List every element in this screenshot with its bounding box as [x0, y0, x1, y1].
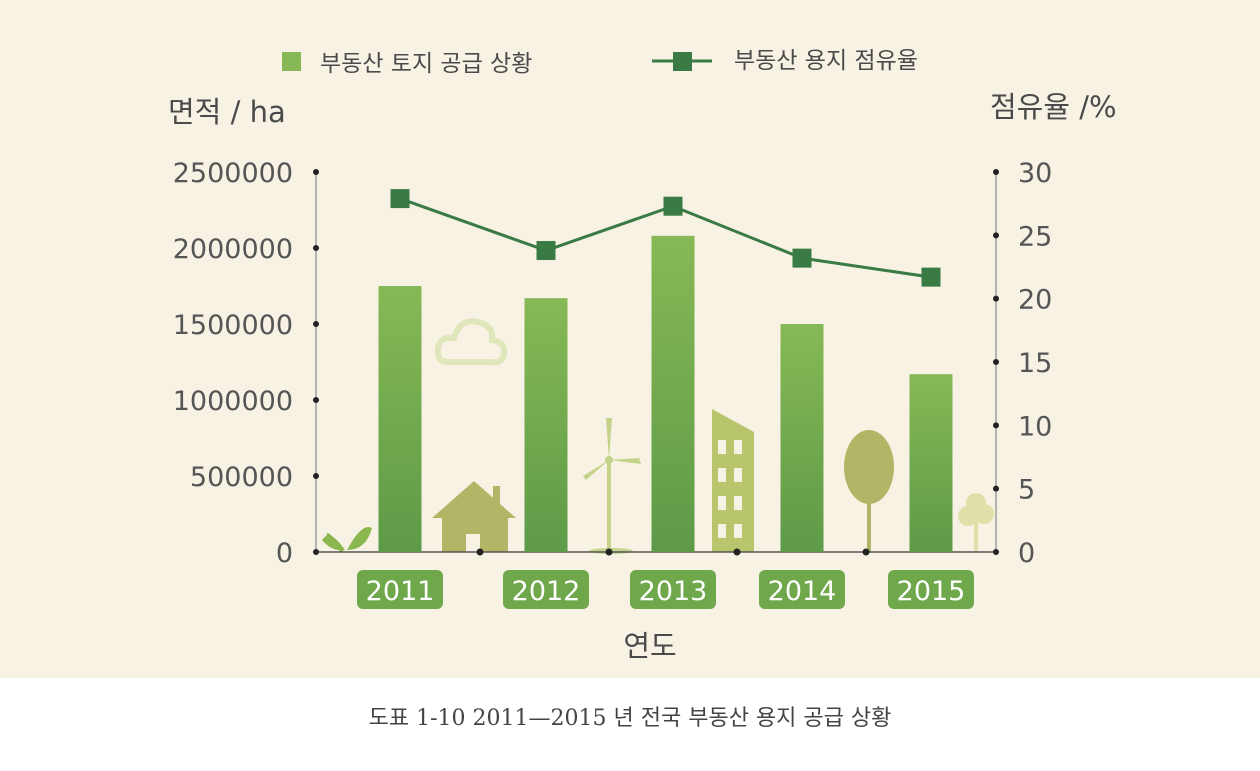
- right-tick-label: 10: [1018, 411, 1052, 442]
- right-tick-label: 25: [1018, 221, 1052, 252]
- right-axis-ticks: 0 5 10 15 20 25 30: [993, 158, 1052, 569]
- right-tick-label: 20: [1018, 285, 1052, 316]
- bar-series: [378, 235, 953, 552]
- legend-line-label: 부동산 용지 점유율: [734, 48, 918, 74]
- year-pill-2011: [357, 570, 443, 609]
- right-tick-dot: [993, 169, 999, 175]
- right-tick-dot: [993, 485, 999, 492]
- year-pill-2013: [630, 570, 716, 609]
- year-label-2012: 2012: [512, 576, 581, 607]
- tree-icon: [844, 430, 894, 552]
- left-tick-label: 2500000: [173, 158, 293, 189]
- bar-2014: [780, 324, 824, 552]
- right-tick-label: 5: [1018, 475, 1035, 506]
- left-axis-ticks: 0 500000 1000000 1500000 2000000 2500000: [173, 158, 319, 569]
- bar-2011: [378, 286, 422, 552]
- right-tick-dot: [993, 295, 999, 302]
- x-axis-dot: [862, 548, 870, 556]
- left-tick-dot: [313, 397, 319, 403]
- bar-2013: [651, 235, 695, 552]
- year-label-2013: 2013: [639, 576, 708, 607]
- x-axis-dots: [476, 548, 870, 556]
- right-tick-label: 30: [1018, 158, 1052, 189]
- left-tick-dot: [313, 169, 319, 175]
- figure-caption: 도표 1-10 2011—2015 년 전국 부동산 용지 공급 상황: [368, 706, 892, 731]
- left-tick-dot: [313, 549, 319, 555]
- sprout-icon: [322, 526, 372, 553]
- year-label-2014: 2014: [768, 576, 837, 607]
- left-tick-dot: [313, 473, 319, 479]
- building-icon: [712, 409, 754, 552]
- left-tick-label: 1500000: [173, 310, 293, 341]
- x-tick-labels: 2011 2012 2013 2014 2015: [357, 570, 974, 609]
- left-tick-label: 2000000: [173, 234, 293, 265]
- line-point-2014: [792, 248, 812, 268]
- year-label-2011: 2011: [366, 576, 435, 607]
- chart-panel: 0 500000 1000000 1500000 2000000 2500000 0 5 10…: [0, 0, 1260, 678]
- house-icon: [432, 481, 516, 552]
- chart-svg: 0 500000 1000000 1500000 2000000 2500000 0 5 10…: [168, 48, 1117, 663]
- left-tick-dot: [313, 245, 319, 251]
- legend-bar-label: 부동산 토지 공급 상황: [320, 51, 532, 77]
- legend-line-swatch-marker: [673, 52, 692, 71]
- year-pill-2014: [759, 570, 845, 609]
- right-tick-label: 0: [1018, 538, 1035, 569]
- line-point-2013: [663, 196, 683, 216]
- left-tick-label: 500000: [190, 462, 293, 493]
- left-tick-label: 1000000: [173, 386, 293, 417]
- right-axis-title: 점유율 /%: [990, 90, 1117, 124]
- line-point-2012: [536, 241, 556, 261]
- left-tick-label: 0: [276, 538, 293, 569]
- line-point-2011: [390, 189, 410, 209]
- x-axis-dot: [605, 548, 613, 556]
- x-axis-dot: [733, 548, 741, 556]
- cloud-icon: [434, 318, 508, 366]
- legend: 부동산 토지 공급 상황 부동산 용지 점유율: [282, 48, 918, 77]
- right-tick-dot: [993, 422, 999, 429]
- right-tick-label: 15: [1018, 348, 1052, 379]
- wind-turbine-icon: [583, 418, 641, 554]
- line-series: [390, 189, 941, 287]
- year-pill-2012: [503, 570, 589, 609]
- right-tick-dot: [993, 549, 999, 555]
- legend-bar-swatch: [282, 52, 301, 71]
- x-axis-dot: [476, 548, 484, 556]
- left-axis-title: 면적 / ha: [168, 95, 286, 129]
- x-axis-title: 연도: [623, 629, 676, 663]
- line-point-2015: [921, 267, 941, 287]
- bar-2012: [524, 298, 568, 552]
- bar-2015: [909, 374, 953, 552]
- left-tick-dot: [313, 321, 319, 327]
- year-pill-2015: [888, 570, 974, 609]
- small-tree-icon: [958, 493, 994, 552]
- year-label-2015: 2015: [897, 576, 966, 607]
- right-tick-dot: [993, 232, 999, 239]
- right-tick-dot: [993, 359, 999, 365]
